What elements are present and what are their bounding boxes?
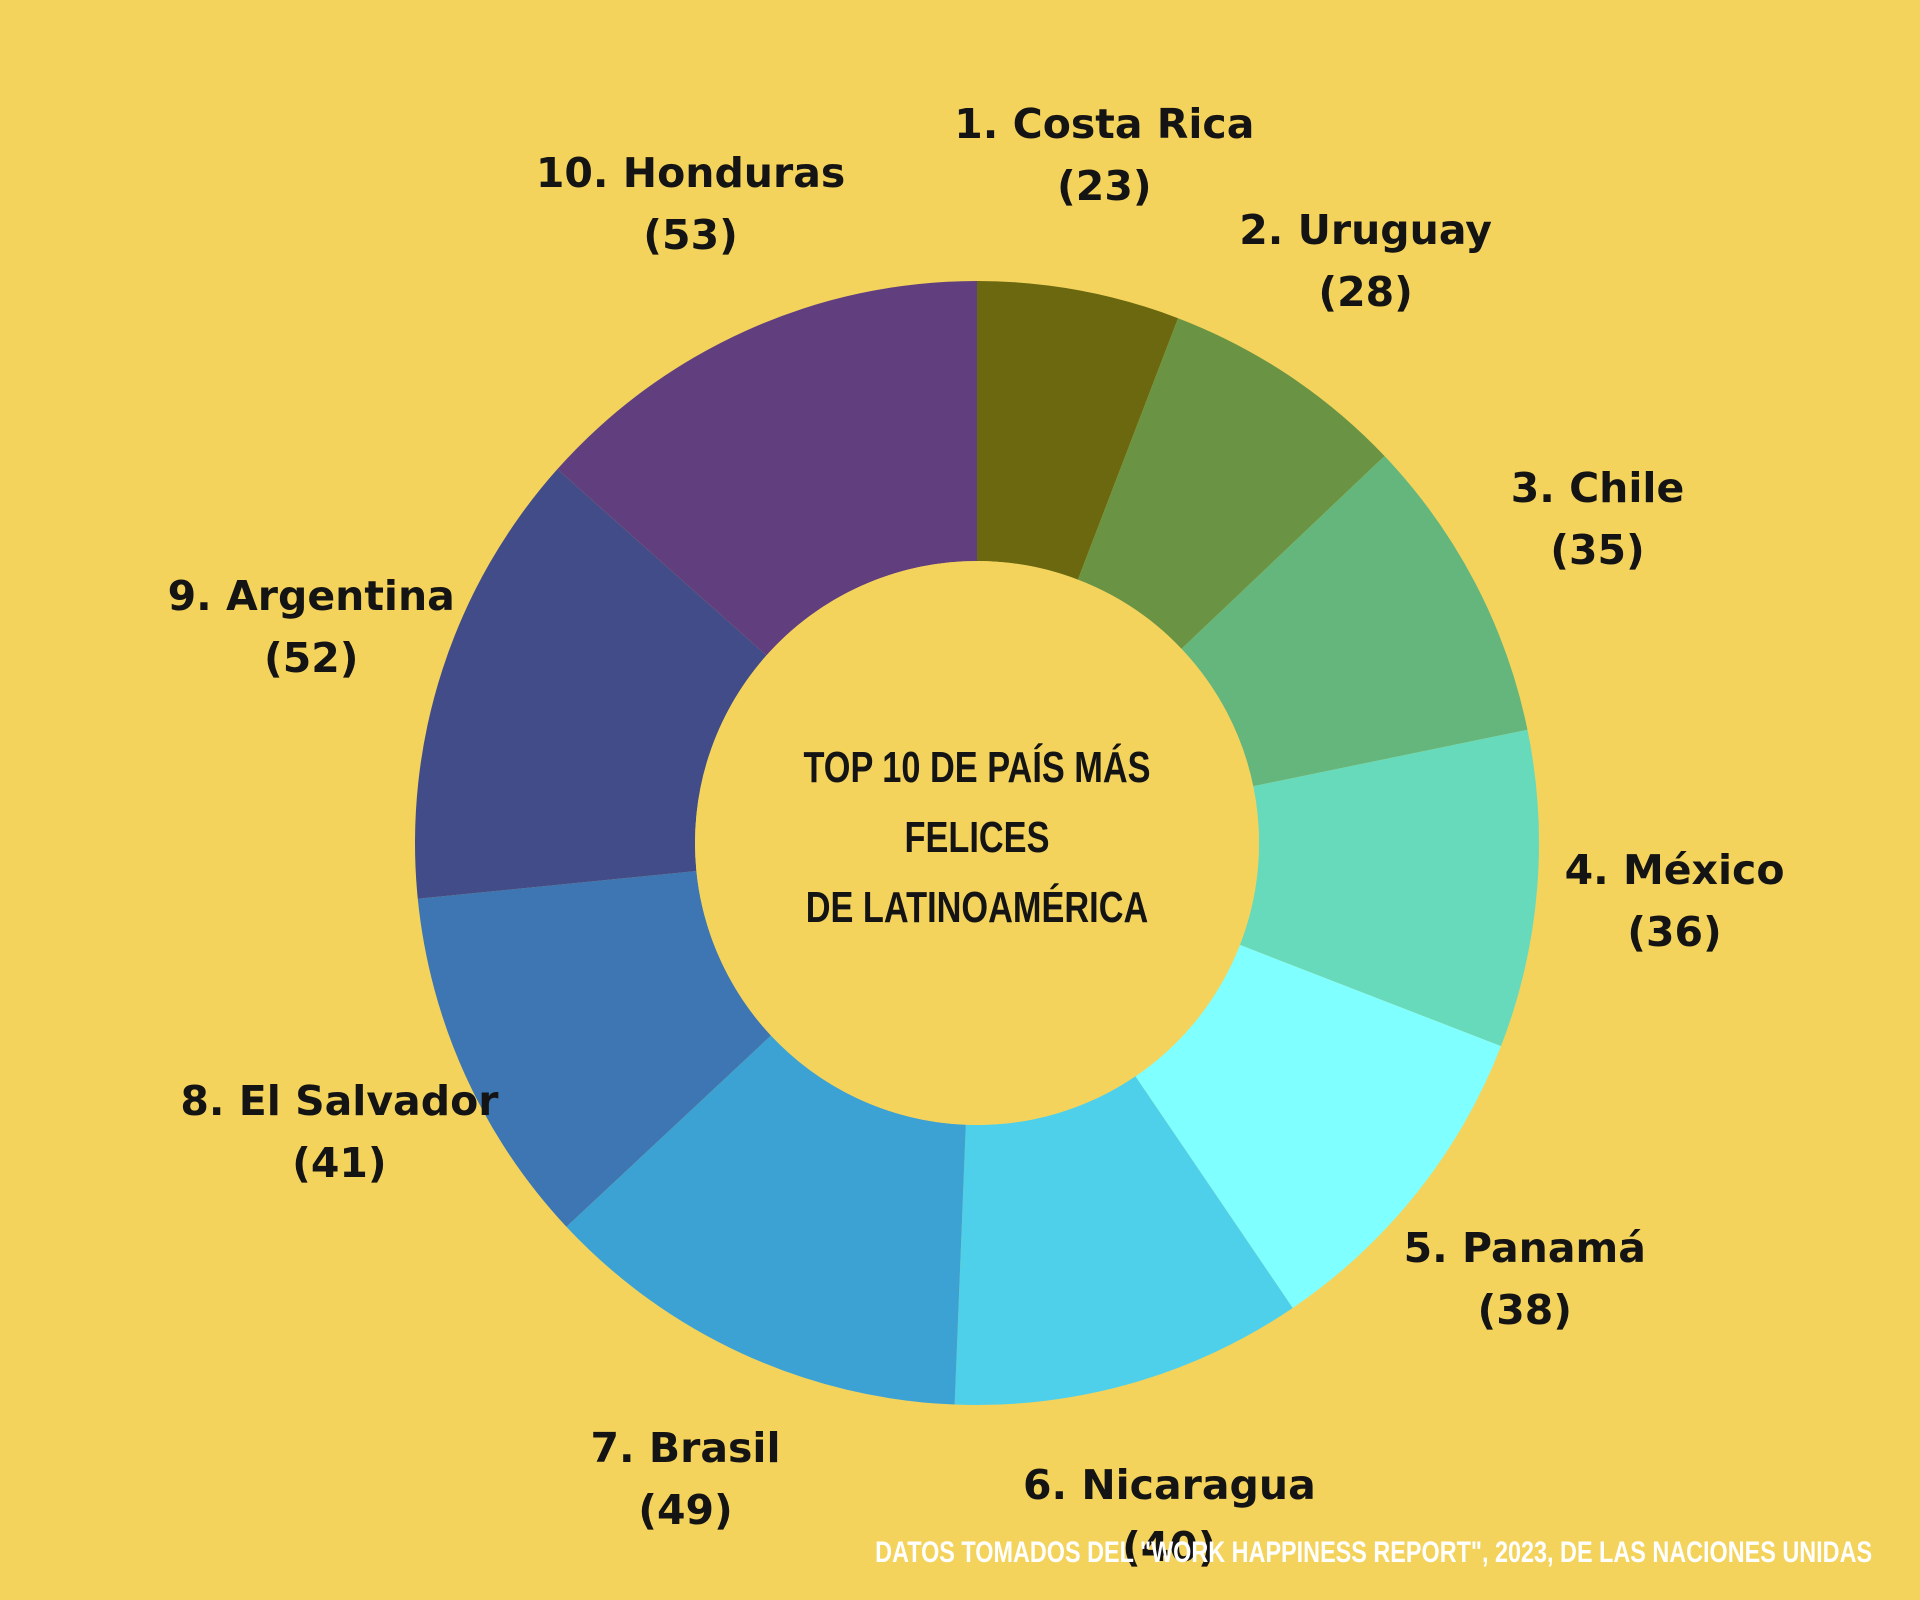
slice-label-4: 4. México (36) bbox=[1565, 839, 1785, 963]
slice-label-7: 7. Brasil (49) bbox=[591, 1417, 781, 1541]
slice-label-name: 4. México bbox=[1564, 846, 1785, 895]
slice-label-8: 8. El Salvador (41) bbox=[180, 1070, 498, 1194]
slice-label-value: (52) bbox=[263, 633, 359, 682]
slice-label-name: 1. Costa Rica bbox=[954, 99, 1255, 148]
slice-label-2: 2. Uruguay (28) bbox=[1239, 199, 1492, 323]
slice-label-name: 10. Honduras bbox=[535, 149, 846, 198]
chart-title: TOP 10 DE PAÍS MÁS FELICES DE LATINOAMÉR… bbox=[717, 733, 1237, 943]
slice-2 bbox=[1077, 318, 1385, 649]
slice-9 bbox=[415, 469, 767, 899]
slice-3 bbox=[1181, 456, 1528, 787]
slice-label-name: 8. El Salvador bbox=[180, 1076, 499, 1125]
slice-5 bbox=[1135, 944, 1502, 1308]
slice-label-value: (23) bbox=[1057, 161, 1152, 210]
slice-label-name: 9. Argentina bbox=[167, 571, 455, 620]
slice-label-10: 10. Honduras (53) bbox=[536, 142, 845, 266]
chart-title-line-1: TOP 10 DE PAÍS MÁS FELICES bbox=[803, 743, 1151, 862]
slice-label-5: 5. Panamá (38) bbox=[1404, 1217, 1646, 1341]
slice-label-value: (35) bbox=[1550, 526, 1645, 575]
slice-label-value: (49) bbox=[638, 1486, 733, 1535]
slice-label-value: (36) bbox=[1627, 908, 1722, 957]
slice-label-name: 7. Brasil bbox=[590, 1424, 781, 1473]
slice-4 bbox=[1239, 729, 1539, 1047]
slice-label-name: 3. Chile bbox=[1510, 464, 1685, 513]
donut-hole bbox=[695, 561, 1259, 1125]
slice-label-name: 5. Panamá bbox=[1403, 1223, 1646, 1272]
slice-label-value: (40) bbox=[1122, 1523, 1217, 1572]
slice-label-3: 3. Chile (35) bbox=[1511, 457, 1685, 581]
slice-7 bbox=[566, 1035, 966, 1405]
slice-10 bbox=[557, 281, 977, 656]
slice-label-value: (53) bbox=[643, 211, 738, 260]
slice-label-value: (28) bbox=[1318, 267, 1413, 316]
slice-label-6: 6. Nicaragua (40) bbox=[1023, 1454, 1316, 1578]
slice-8 bbox=[417, 870, 771, 1227]
slice-1 bbox=[977, 281, 1179, 580]
slice-label-1: 1. Costa Rica (23) bbox=[954, 93, 1254, 217]
slice-label-name: 6. Nicaragua bbox=[1022, 1461, 1316, 1510]
slice-label-value: (41) bbox=[292, 1138, 387, 1187]
slice-label-name: 2. Uruguay bbox=[1239, 205, 1492, 254]
source-note: DATOS TOMADOS DEL "WORK HAPPINESS REPORT… bbox=[875, 1536, 1872, 1569]
slice-label-9: 9. Argentina (52) bbox=[168, 565, 455, 689]
slice-label-value: (38) bbox=[1477, 1285, 1573, 1334]
slice-6 bbox=[954, 1076, 1293, 1405]
chart-title-line-2: DE LATINOAMÉRICA bbox=[805, 883, 1149, 932]
